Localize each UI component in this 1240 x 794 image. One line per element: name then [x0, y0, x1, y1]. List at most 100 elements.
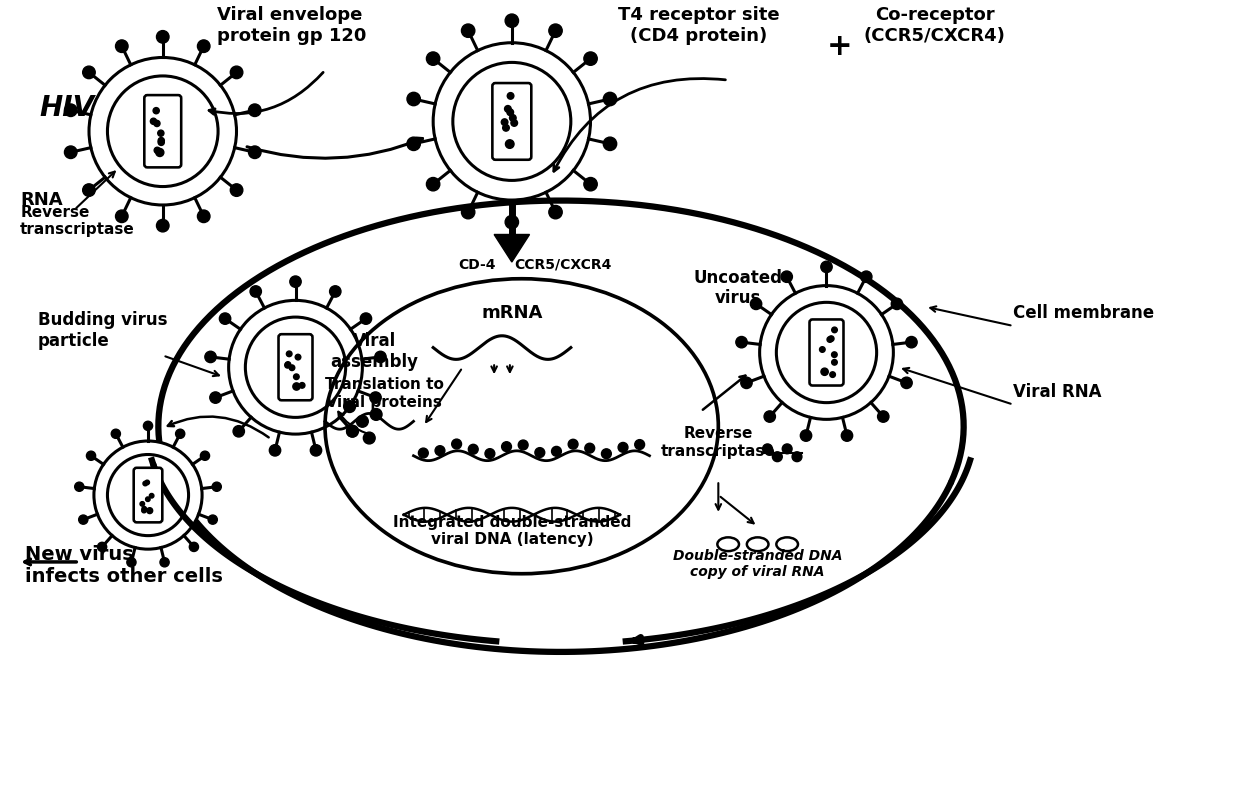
Circle shape — [356, 415, 368, 427]
Circle shape — [201, 451, 210, 461]
Circle shape — [144, 422, 153, 430]
Text: Reverse
transcriptase: Reverse transcriptase — [20, 205, 135, 237]
Circle shape — [371, 409, 382, 420]
Text: +: + — [827, 32, 852, 60]
Circle shape — [511, 120, 517, 126]
Text: Double-stranded DNA
copy of viral RNA: Double-stranded DNA copy of viral RNA — [673, 549, 842, 579]
Circle shape — [618, 442, 627, 453]
Text: Viral
assembly: Viral assembly — [330, 333, 418, 372]
Circle shape — [250, 286, 262, 297]
Circle shape — [502, 125, 510, 131]
Circle shape — [821, 368, 828, 376]
Circle shape — [231, 66, 243, 79]
Circle shape — [792, 452, 802, 461]
Circle shape — [285, 362, 290, 368]
Text: Reverse
transcriptase: Reverse transcriptase — [661, 426, 776, 459]
Circle shape — [469, 445, 479, 454]
Circle shape — [407, 92, 420, 106]
Text: CCR5/CXCR4: CCR5/CXCR4 — [513, 258, 611, 272]
Circle shape — [310, 445, 321, 456]
Circle shape — [763, 444, 773, 453]
Circle shape — [828, 336, 835, 341]
Circle shape — [126, 557, 136, 567]
Circle shape — [330, 286, 341, 297]
Circle shape — [159, 137, 165, 144]
Circle shape — [878, 410, 889, 422]
Circle shape — [861, 271, 872, 283]
Circle shape — [145, 480, 150, 484]
Circle shape — [150, 118, 156, 125]
Text: CD-4: CD-4 — [458, 258, 495, 272]
Circle shape — [156, 31, 169, 43]
Circle shape — [892, 299, 903, 310]
Circle shape — [361, 313, 372, 324]
Circle shape — [78, 515, 88, 524]
Circle shape — [827, 337, 832, 342]
Circle shape — [363, 432, 376, 444]
Circle shape — [87, 451, 95, 461]
Circle shape — [115, 210, 128, 222]
Text: Cell membrane: Cell membrane — [1013, 304, 1154, 322]
Circle shape — [94, 441, 202, 549]
Text: RNA: RNA — [20, 191, 63, 209]
Circle shape — [143, 481, 148, 486]
Circle shape — [773, 452, 782, 461]
Circle shape — [427, 178, 440, 191]
Circle shape — [407, 137, 420, 151]
Ellipse shape — [325, 279, 718, 574]
Circle shape — [231, 184, 243, 196]
Circle shape — [506, 140, 515, 148]
Text: Budding virus
particle: Budding virus particle — [38, 310, 167, 349]
Circle shape — [156, 148, 164, 156]
Circle shape — [294, 374, 299, 380]
Circle shape — [830, 372, 836, 377]
Circle shape — [153, 107, 159, 114]
Text: Viral envelope
protein gp 120: Viral envelope protein gp 120 — [217, 6, 366, 44]
Circle shape — [83, 66, 95, 79]
Text: mRNA: mRNA — [481, 304, 543, 322]
Circle shape — [141, 507, 146, 511]
Circle shape — [64, 146, 77, 159]
Circle shape — [485, 449, 495, 458]
Circle shape — [64, 104, 77, 117]
Circle shape — [584, 52, 598, 65]
Circle shape — [115, 40, 128, 52]
Circle shape — [584, 178, 598, 191]
Circle shape — [190, 542, 198, 552]
Circle shape — [510, 114, 516, 121]
Circle shape — [900, 377, 913, 388]
Circle shape — [534, 448, 544, 457]
Circle shape — [290, 276, 301, 287]
Circle shape — [154, 147, 160, 153]
Circle shape — [501, 119, 508, 125]
Circle shape — [160, 557, 169, 567]
Circle shape — [149, 494, 154, 498]
Circle shape — [505, 106, 511, 112]
Circle shape — [832, 360, 837, 365]
Circle shape — [841, 430, 853, 441]
Circle shape — [112, 430, 120, 438]
Text: Co-receptor
(CCR5/CXCR4): Co-receptor (CCR5/CXCR4) — [864, 6, 1006, 44]
Circle shape — [89, 57, 237, 205]
Circle shape — [800, 430, 812, 441]
Circle shape — [750, 299, 761, 310]
Circle shape — [233, 426, 244, 437]
FancyBboxPatch shape — [144, 95, 181, 168]
Circle shape — [146, 507, 153, 514]
Circle shape — [176, 430, 185, 438]
Circle shape — [502, 441, 511, 452]
Circle shape — [197, 40, 210, 52]
Text: Integrated double-stranded
viral DNA (latency): Integrated double-stranded viral DNA (la… — [393, 515, 631, 547]
FancyBboxPatch shape — [810, 319, 843, 386]
Circle shape — [435, 445, 445, 456]
Circle shape — [549, 24, 562, 37]
Text: Viral RNA: Viral RNA — [1013, 383, 1102, 401]
Circle shape — [295, 354, 301, 360]
Circle shape — [208, 515, 217, 524]
Polygon shape — [494, 234, 529, 262]
Circle shape — [451, 439, 461, 449]
Circle shape — [821, 261, 832, 272]
Circle shape — [83, 184, 95, 196]
Circle shape — [461, 206, 475, 219]
Circle shape — [269, 445, 280, 456]
